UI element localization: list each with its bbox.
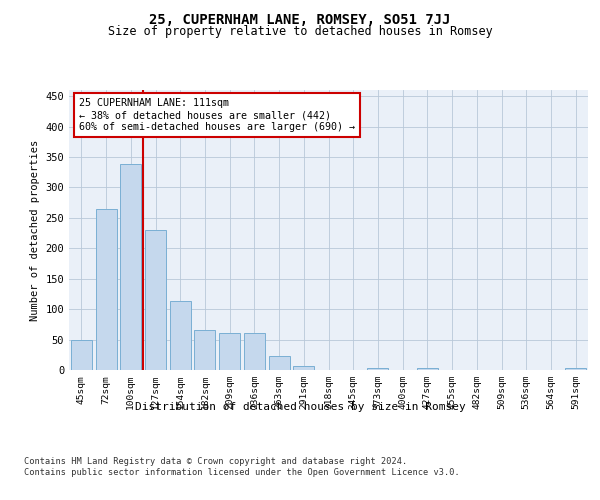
Bar — [170, 300, 191, 370]
Bar — [120, 164, 141, 370]
Bar — [269, 356, 290, 370]
Text: 25 CUPERNHAM LANE: 111sqm
← 38% of detached houses are smaller (442)
60% of semi: 25 CUPERNHAM LANE: 111sqm ← 38% of detac… — [79, 98, 355, 132]
Text: 25, CUPERNHAM LANE, ROMSEY, SO51 7JJ: 25, CUPERNHAM LANE, ROMSEY, SO51 7JJ — [149, 12, 451, 26]
Bar — [417, 368, 438, 370]
Text: Contains HM Land Registry data © Crown copyright and database right 2024.
Contai: Contains HM Land Registry data © Crown c… — [24, 458, 460, 477]
Text: Distribution of detached houses by size in Romsey: Distribution of detached houses by size … — [134, 402, 466, 412]
Bar — [194, 330, 215, 370]
Text: Size of property relative to detached houses in Romsey: Size of property relative to detached ho… — [107, 25, 493, 38]
Bar — [95, 208, 116, 370]
Bar — [293, 366, 314, 370]
Bar — [565, 368, 586, 370]
Y-axis label: Number of detached properties: Number of detached properties — [30, 140, 40, 320]
Bar — [244, 334, 265, 370]
Bar — [219, 334, 240, 370]
Bar — [145, 230, 166, 370]
Bar — [367, 368, 388, 370]
Bar — [71, 340, 92, 370]
